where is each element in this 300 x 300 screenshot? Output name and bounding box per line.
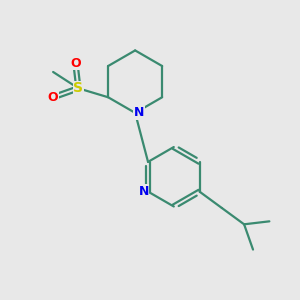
Text: N: N [138, 185, 149, 198]
Text: O: O [48, 91, 58, 104]
Text: O: O [70, 57, 81, 70]
Text: N: N [134, 106, 144, 119]
Text: S: S [74, 81, 83, 95]
